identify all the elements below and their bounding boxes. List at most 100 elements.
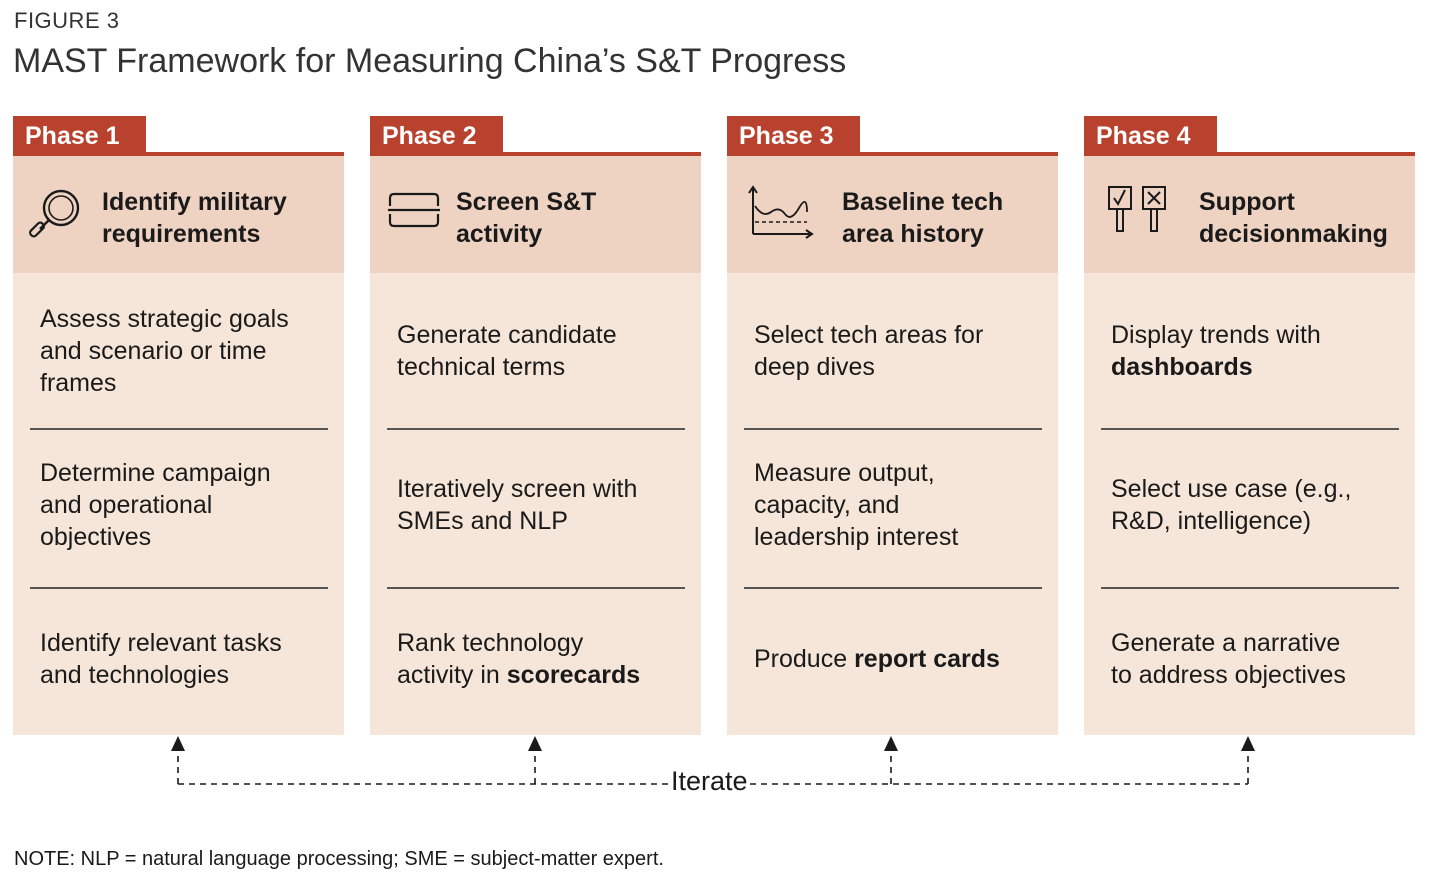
line: R&D, intelligence) — [1111, 505, 1401, 537]
line: Assess strategic goals — [40, 303, 330, 335]
text: and operational — [40, 491, 213, 519]
text: Measure output, — [754, 459, 935, 487]
iterate-label: Iterate — [669, 766, 750, 797]
phase-3-header: Baseline tech area history — [727, 156, 1058, 273]
phase-3-column: Phase 3 Baseline tech area history Selec… — [727, 116, 1058, 735]
divider — [387, 428, 685, 430]
heading-line: activity — [456, 220, 543, 248]
line: capacity, and — [754, 489, 1044, 521]
heading-line: Baseline tech — [842, 188, 1004, 216]
line: deep dives — [754, 351, 1044, 383]
divider — [744, 428, 1042, 430]
divider — [387, 587, 685, 589]
line: dashboards — [1111, 351, 1401, 383]
phase-2-heading: Screen S&T activity — [456, 186, 596, 250]
line: Display trends with — [1111, 319, 1401, 351]
phase-2-step-1: Generate candidate technical terms — [397, 319, 687, 383]
phase-2-column: Phase 2 Screen S&T activity Generate can… — [370, 116, 701, 735]
phase-3-tab: Phase 3 — [727, 116, 860, 152]
text: Display trends with — [1111, 321, 1321, 349]
line: Iteratively screen with — [397, 473, 687, 505]
text: leadership interest — [754, 523, 959, 551]
phase-1-heading: Identify military requirements — [102, 186, 287, 250]
phase-4-body: Display trends with dashboards Select us… — [1084, 273, 1415, 735]
line: Generate a narrative — [1111, 627, 1401, 659]
line: and scenario or time — [40, 335, 330, 367]
text: SMEs and NLP — [397, 507, 568, 535]
text: technical terms — [397, 353, 566, 381]
divider — [1101, 587, 1399, 589]
phase-2-body: Generate candidate technical terms Itera… — [370, 273, 701, 735]
bold-text: dashboards — [1111, 353, 1253, 381]
text: frames — [40, 369, 117, 397]
figure-title: MAST Framework for Measuring China’s S&T… — [13, 42, 847, 80]
phase-3-heading: Baseline tech area history — [842, 186, 1003, 250]
divider — [30, 428, 328, 430]
phase-1-header: Identify military requirements — [13, 156, 344, 273]
phase-1-body: Assess strategic goals and scenario or t… — [13, 273, 344, 735]
line: technical terms — [397, 351, 687, 383]
line: Select use case (e.g., — [1111, 473, 1401, 505]
line: Determine campaign — [40, 457, 330, 489]
phase-4-heading: Support decisionmaking — [1199, 186, 1388, 250]
text: Produce — [754, 645, 855, 673]
phase-4-step-1: Display trends with dashboards — [1111, 319, 1401, 383]
heading-line: area history — [842, 220, 984, 248]
text: to address objectives — [1111, 661, 1346, 689]
line: objectives — [40, 521, 330, 553]
vote-signs-icon — [1108, 186, 1166, 232]
text: R&D, intelligence) — [1111, 507, 1312, 535]
trend-chart-icon — [748, 185, 814, 239]
line: Generate candidate — [397, 319, 687, 351]
line: Measure output, — [754, 457, 1044, 489]
text: and scenario or time — [40, 337, 267, 365]
line: to address objectives — [1111, 659, 1401, 691]
filter-icon — [388, 192, 440, 228]
text: and technologies — [40, 661, 230, 689]
phase-1-step-1: Assess strategic goals and scenario or t… — [40, 303, 330, 399]
phase-1-tab: Phase 1 — [13, 116, 146, 152]
text: capacity, and — [754, 491, 900, 519]
divider — [744, 587, 1042, 589]
phase-3-body: Select tech areas for deep dives Measure… — [727, 273, 1058, 735]
phase-3-step-2: Measure output, capacity, and leadership… — [754, 457, 1044, 553]
phase-1-rule — [13, 152, 344, 156]
phase-1-column: Phase 1 Identify military requirements A… — [13, 116, 344, 735]
phase-2-rule — [370, 152, 701, 156]
line: Identify relevant tasks — [40, 627, 330, 659]
text: deep dives — [754, 353, 875, 381]
text: Generate a narrative — [1111, 629, 1341, 657]
line: Rank technology — [397, 627, 687, 659]
line: activity in scorecards — [397, 659, 687, 691]
heading-line: decisionmaking — [1199, 220, 1388, 248]
arrow-up-icon — [528, 736, 542, 751]
line: leadership interest — [754, 521, 1044, 553]
line: frames — [40, 367, 330, 399]
text: Rank technology — [397, 629, 584, 657]
phase-4-rule — [1084, 152, 1415, 156]
heading-line: Identify military — [102, 188, 287, 216]
figure-label: FIGURE 3 — [14, 8, 120, 33]
text: Select tech areas for — [754, 321, 984, 349]
line: Select tech areas for — [754, 319, 1044, 351]
line: and operational — [40, 489, 330, 521]
phase-1-step-3: Identify relevant tasks and technologies — [40, 627, 330, 691]
phase-2-header: Screen S&T activity — [370, 156, 701, 273]
phase-4-tab: Phase 4 — [1084, 116, 1217, 152]
text: Select use case (e.g., — [1111, 475, 1352, 503]
phase-4-column: Phase 4 Support decisionmaking Display t… — [1084, 116, 1415, 735]
arrow-up-icon — [171, 736, 185, 751]
phase-4-step-3: Generate a narrative to address objectiv… — [1111, 627, 1401, 691]
line: Produce report cards — [754, 643, 1044, 675]
divider — [30, 587, 328, 589]
phase-1-step-2: Determine campaign and operational objec… — [40, 457, 330, 553]
phase-3-step-1: Select tech areas for deep dives — [754, 319, 1044, 383]
text: activity in — [397, 661, 507, 689]
phase-2-step-2: Iteratively screen with SMEs and NLP — [397, 473, 687, 537]
heading-line: requirements — [102, 220, 261, 248]
phase-4-header: Support decisionmaking — [1084, 156, 1415, 273]
bold-text: report cards — [854, 645, 1000, 673]
arrow-up-icon — [884, 736, 898, 751]
arrow-up-icon — [1241, 736, 1255, 751]
